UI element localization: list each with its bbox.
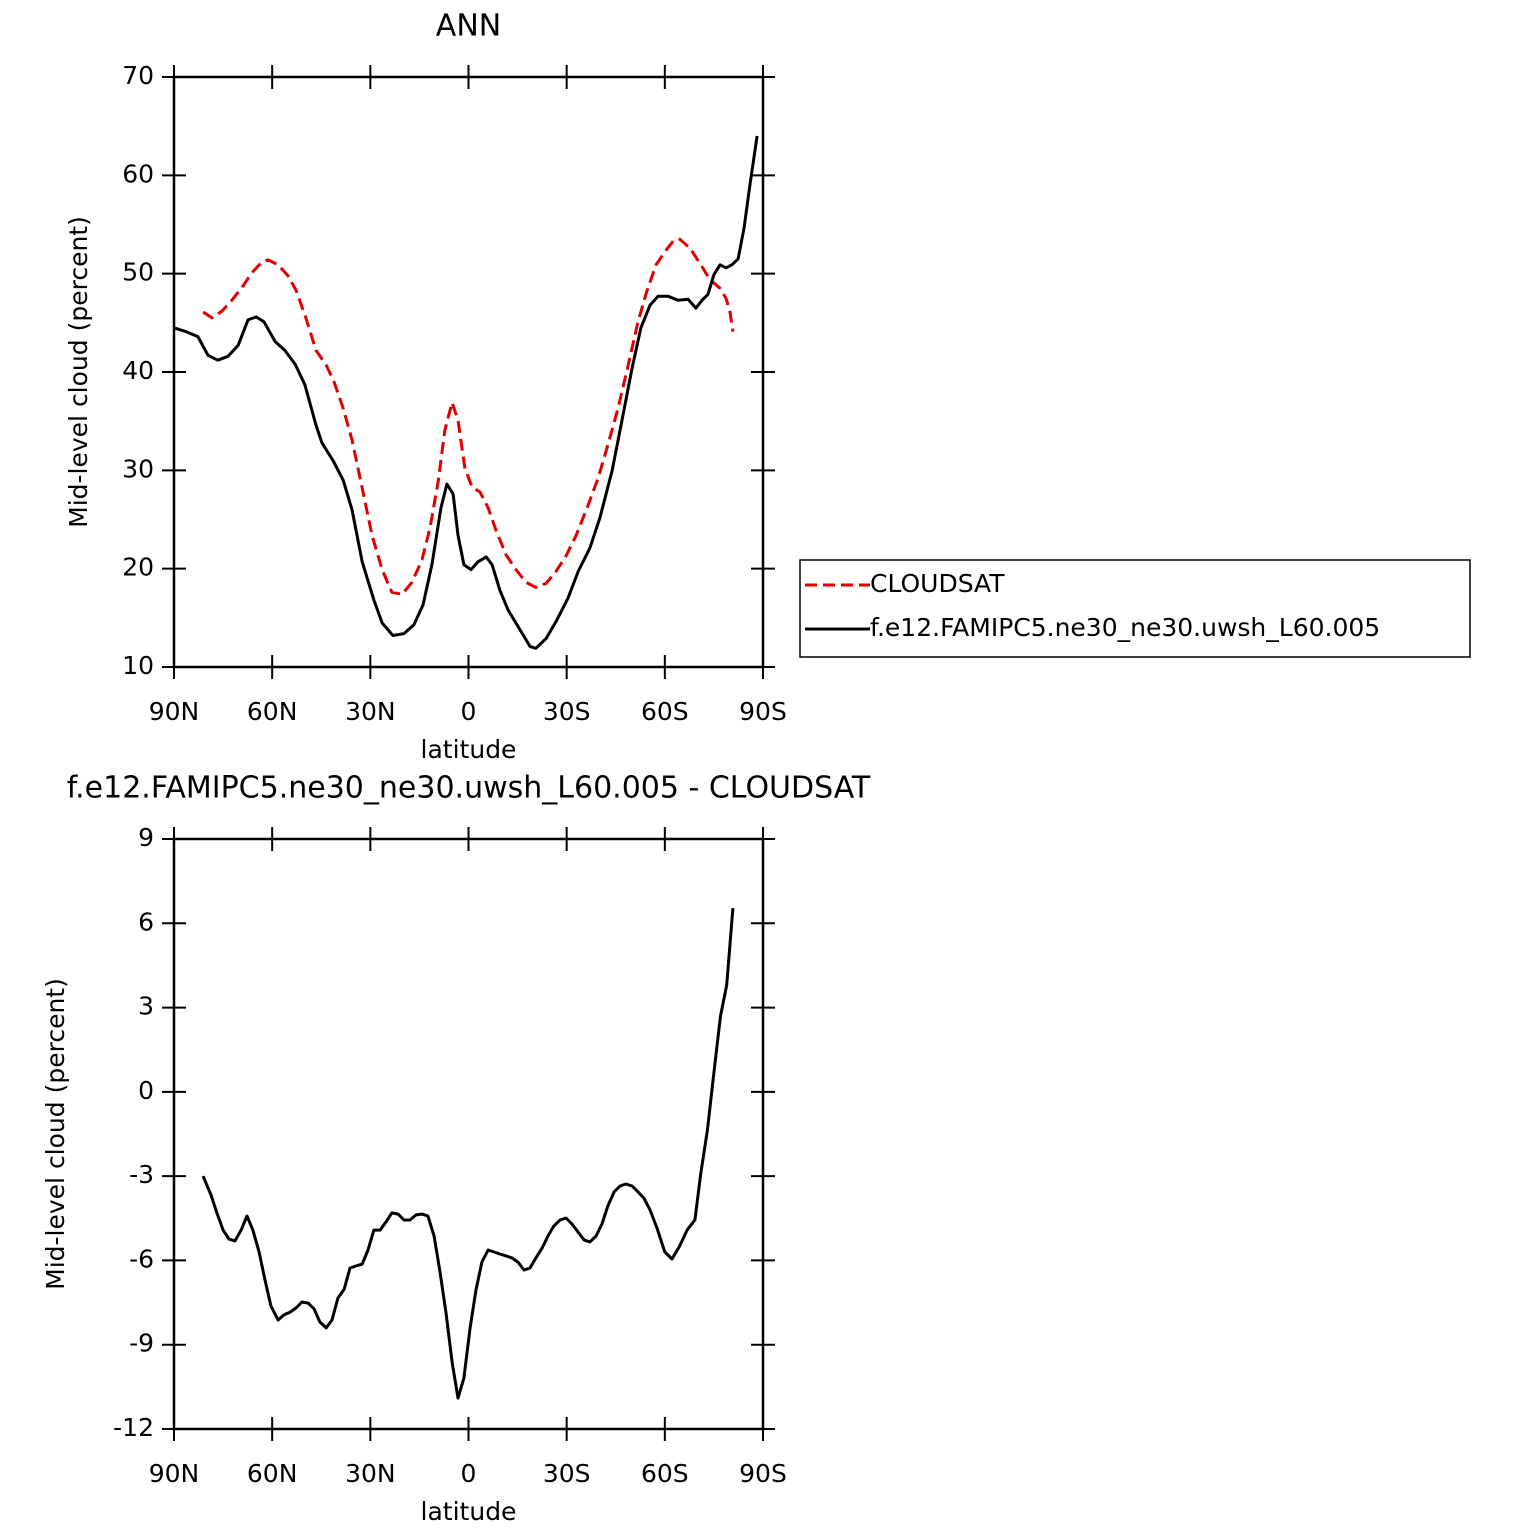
y-tick-label: 70 bbox=[122, 61, 154, 90]
x-tick-label: 30N bbox=[345, 1459, 396, 1488]
x-tick-label: 90N bbox=[149, 697, 200, 726]
x-tick-label: 60N bbox=[247, 697, 298, 726]
legend-label: f.e12.FAMIPC5.ne30_ne30.uwsh_L60.005 bbox=[870, 613, 1380, 642]
legend-box bbox=[799, 559, 1471, 658]
y-tick-label: -3 bbox=[129, 1160, 154, 1189]
x-tick-label: 90S bbox=[739, 697, 787, 726]
x-tick-label: 0 bbox=[461, 1459, 477, 1488]
y-tick-label: -12 bbox=[113, 1413, 154, 1442]
y-tick-label: 50 bbox=[122, 258, 154, 287]
x-tick-label: 60N bbox=[247, 1459, 298, 1488]
x-tick-label: 60S bbox=[641, 697, 689, 726]
data-line bbox=[201, 907, 735, 1400]
y-tick-label: 40 bbox=[122, 356, 154, 385]
plot-frame bbox=[172, 75, 765, 669]
x-tick-label: 30S bbox=[543, 697, 591, 726]
y-tick-label: 10 bbox=[122, 651, 154, 680]
x-axis-label: latitude bbox=[421, 1497, 517, 1526]
y-tick-label: 9 bbox=[138, 823, 154, 852]
y-tick-label: -9 bbox=[129, 1329, 154, 1358]
x-tick-label: 60S bbox=[641, 1459, 689, 1488]
x-axis-label: latitude bbox=[421, 735, 517, 764]
chart-title: f.e12.FAMIPC5.ne30_ne30.uwsh_L60.005 - C… bbox=[67, 771, 871, 806]
chart-title: ANN bbox=[436, 9, 501, 44]
x-tick-label: 90S bbox=[739, 1459, 787, 1488]
y-tick-label: 60 bbox=[122, 159, 154, 188]
y-tick-label: 20 bbox=[122, 553, 154, 582]
y-tick-label: 6 bbox=[138, 907, 154, 936]
y-axis-label: Mid-level cloud (percent) bbox=[41, 978, 70, 1290]
x-tick-label: 90N bbox=[149, 1459, 200, 1488]
y-tick-label: 3 bbox=[138, 992, 154, 1021]
y-tick-label: 0 bbox=[138, 1076, 154, 1105]
data-line bbox=[202, 237, 735, 596]
data-line bbox=[173, 135, 759, 650]
y-tick-label: 30 bbox=[122, 454, 154, 483]
y-axis-label: Mid-level cloud (percent) bbox=[64, 216, 93, 528]
y-tick-label: -6 bbox=[129, 1244, 154, 1273]
x-tick-label: 30N bbox=[345, 697, 396, 726]
legend-label: CLOUDSAT bbox=[870, 569, 1005, 598]
x-tick-label: 0 bbox=[461, 697, 477, 726]
x-tick-label: 30S bbox=[543, 1459, 591, 1488]
